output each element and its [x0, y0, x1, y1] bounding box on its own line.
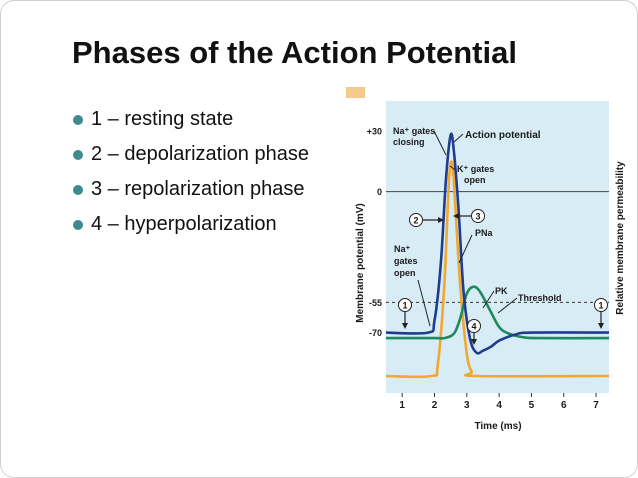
bullet-text: 3 – repolarization phase: [91, 178, 305, 200]
annotation-k-gates-open: K⁺ gates open: [457, 164, 494, 185]
annotation-pk: PK: [495, 286, 508, 296]
y-tick-label: -70: [369, 328, 382, 338]
svg-text:1: 1: [402, 301, 407, 311]
phase-marker: 4: [467, 319, 481, 345]
phase-marker: 1: [398, 298, 412, 329]
bullet-item: 1 – resting state: [73, 108, 309, 143]
x-tick-label: 3: [464, 400, 470, 411]
leader-line: [482, 290, 495, 309]
y-axis-label: Membrane potential (mV): [355, 203, 366, 322]
annotation-pna: PNa: [475, 228, 494, 238]
bullet-item: 3 – repolarization phase: [73, 178, 309, 213]
x-axis-label: Time (ms): [474, 421, 521, 432]
y2-axis-label: Relative membrane permeability: [615, 161, 626, 315]
bullet-icon: [73, 185, 83, 195]
x-tick-label: 7: [593, 400, 599, 411]
bullet-text: 1 – resting state: [91, 108, 234, 130]
x-tick-label: 4: [496, 400, 502, 411]
x-tick-label: 1: [399, 400, 405, 411]
series-action-potential-line: [385, 132, 610, 355]
svg-text:2: 2: [413, 216, 418, 226]
action-potential-figure: +30 0 -55 -70 1 2 3 4 5 6 7 Na⁺ gates closing Acti…: [338, 98, 629, 450]
leader-line: [453, 133, 464, 143]
leader-line: [458, 234, 473, 264]
annotation-na-gates-closing: Na⁺ gates closing: [393, 126, 435, 147]
bullet-icon: [73, 220, 83, 230]
leader-line: [449, 165, 456, 171]
bullet-item: 2 – depolarization phase: [73, 143, 309, 178]
x-tick-label: 5: [529, 400, 535, 411]
leader-line: [417, 279, 431, 327]
y-tick-label: 0: [377, 187, 382, 197]
bullet-text: 4 – hyperpolarization: [91, 213, 277, 235]
phase-marker: 1: [594, 298, 608, 329]
annotation-action-potential: Action potential: [465, 130, 541, 141]
slide-title: Phases of the Action Potential: [72, 35, 517, 70]
svg-text:3: 3: [475, 212, 480, 222]
svg-text:1: 1: [598, 301, 603, 311]
bullet-list: 1 – resting state 2 – depolarization pha…: [73, 108, 309, 248]
annotation-threshold: Threshold: [518, 293, 562, 303]
bullet-item: 4 – hyperpolarization: [73, 213, 309, 248]
svg-text:4: 4: [471, 322, 476, 332]
bullet-text: 2 – depolarization phase: [91, 143, 309, 165]
bullet-icon: [73, 115, 83, 125]
leader-line: [433, 130, 447, 156]
leader-line: [497, 297, 518, 314]
bullet-icon: [73, 150, 83, 160]
series-pna-line: [385, 160, 610, 379]
x-tick-label: 6: [561, 400, 567, 411]
phase-marker: 3: [453, 209, 485, 223]
phase-marker: 2: [409, 213, 444, 227]
x-tick-label: 2: [432, 400, 438, 411]
y-tick-label: +30: [367, 127, 382, 137]
series-pk-line: [386, 285, 610, 340]
plot-area: [386, 101, 609, 393]
y-tick-label: -55: [369, 298, 382, 308]
annotation-na-gates-open: Na⁺ gates open: [394, 244, 418, 278]
